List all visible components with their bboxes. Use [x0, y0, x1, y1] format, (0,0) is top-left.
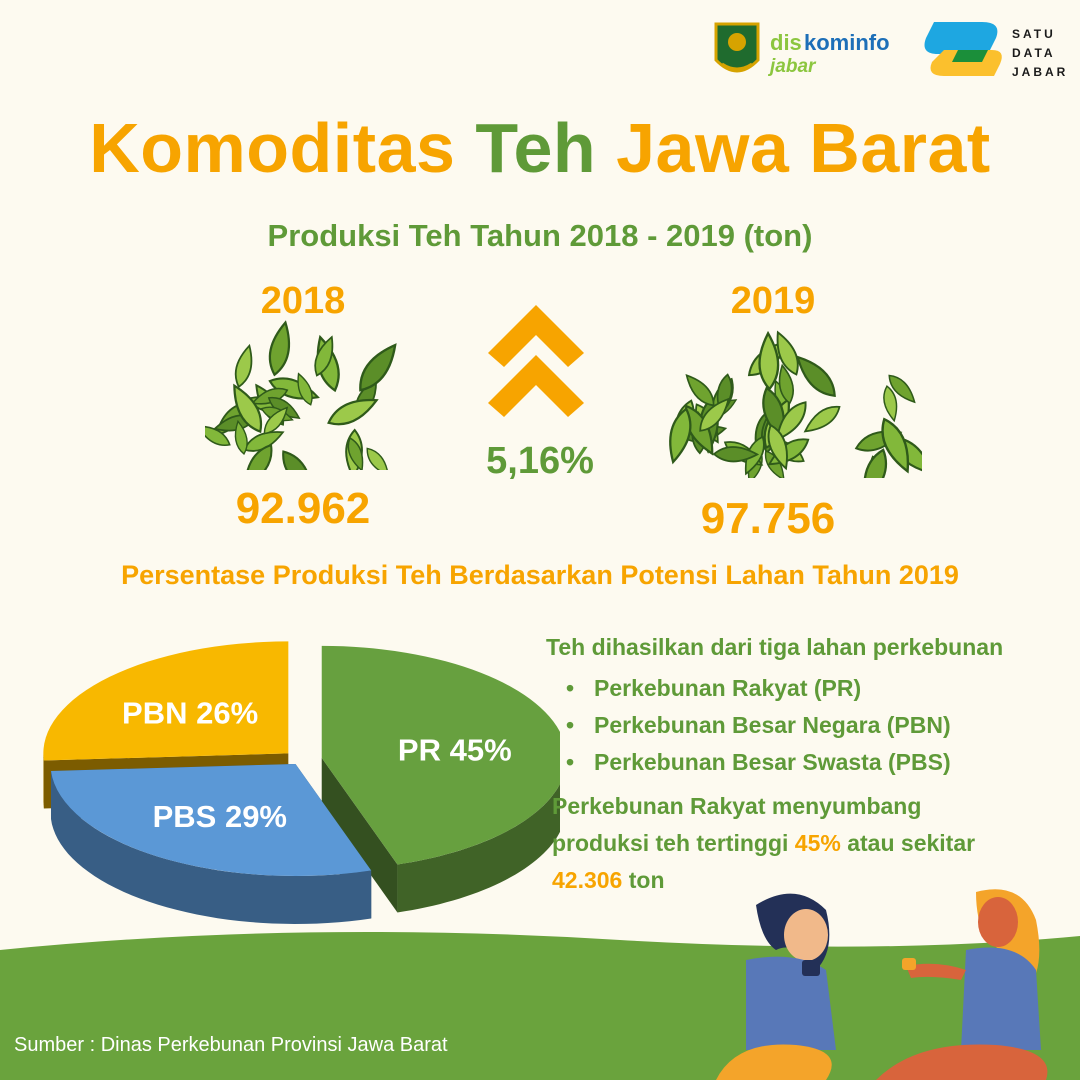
legend-list: Perkebunan Rakyat (PR) Perkebunan Besar … [566, 670, 951, 781]
note-text: ton [622, 867, 665, 893]
pie-chart: PR 45% PBS 29% PBN 26% [43, 641, 560, 924]
year-2019-label: 2019 [730, 280, 816, 322]
diskominfo-logo-jabar: jabar [767, 56, 817, 77]
legend-item: Perkebunan Besar Negara (PBN) [566, 707, 951, 744]
value-2019: 97.756 [700, 494, 836, 543]
year-2018-label: 2018 [260, 280, 346, 322]
tea-leaves-large-icon [669, 330, 922, 478]
jabar-emblem-icon [714, 22, 760, 73]
pie-slice-side [397, 783, 560, 913]
satu-data-line: JABAR [1012, 65, 1068, 79]
satu-data-logo-icon [924, 22, 1002, 76]
note-text: atau sekitar [840, 830, 976, 856]
pie-slice-pbn [43, 641, 289, 761]
note-highlight-percent: 45% [794, 830, 841, 856]
pie-slice-side [51, 771, 372, 924]
value-2018: 92.962 [235, 484, 371, 533]
legend-intro: Teh dihasilkan dari tiga lahan perkebuna… [546, 634, 1004, 660]
legend-item: Perkebunan Rakyat (PR) [566, 670, 951, 707]
growth-percent: 5,16% [486, 440, 594, 482]
pie-slice-cut [321, 757, 398, 913]
pie-slice-pr [321, 645, 560, 865]
title-part-1: Komoditas [89, 109, 476, 187]
note-text: Perkebunan Rakyat menyumbang produksi te… [552, 793, 922, 856]
summary-note: Perkebunan Rakyat menyumbang produksi te… [552, 788, 992, 899]
title-part-teh: Teh [475, 109, 597, 187]
pie-label-pr: PR 45% [398, 732, 512, 767]
diskominfo-logo-dis: dis [770, 30, 802, 55]
pie-label-pbn: PBN 26% [122, 695, 258, 730]
note-highlight-tonnage: 42.306 [552, 867, 623, 893]
chevron-up-icon [488, 305, 584, 417]
pie-label-pbs: PBS 29% [153, 799, 287, 834]
pie-slice-pbs [50, 763, 372, 876]
partner-logos: dis kominfo jabar SATU DATA JABAR [714, 22, 1068, 79]
page-subtitle: Produksi Teh Tahun 2018 - 2019 (ton) [267, 218, 813, 253]
title-part-3: Jawa Barat [596, 109, 991, 187]
women-drinking-tea-illustration [716, 889, 1048, 1080]
section-title: Persentase Produksi Teh Berdasarkan Pote… [121, 560, 959, 590]
diskominfo-logo-kominfo: kominfo [804, 30, 890, 55]
legend-item: Perkebunan Besar Swasta (PBS) [566, 744, 951, 781]
pie-slice-side [43, 753, 44, 809]
satu-data-line: SATU [1012, 27, 1056, 41]
page-title: Komoditas Teh Jawa Barat [0, 108, 1080, 188]
source-credit: Sumber : Dinas Perkebunan Provinsi Jawa … [14, 1034, 448, 1056]
tea-leaves-small-icon [205, 320, 397, 470]
satu-data-line: DATA [1012, 46, 1056, 60]
